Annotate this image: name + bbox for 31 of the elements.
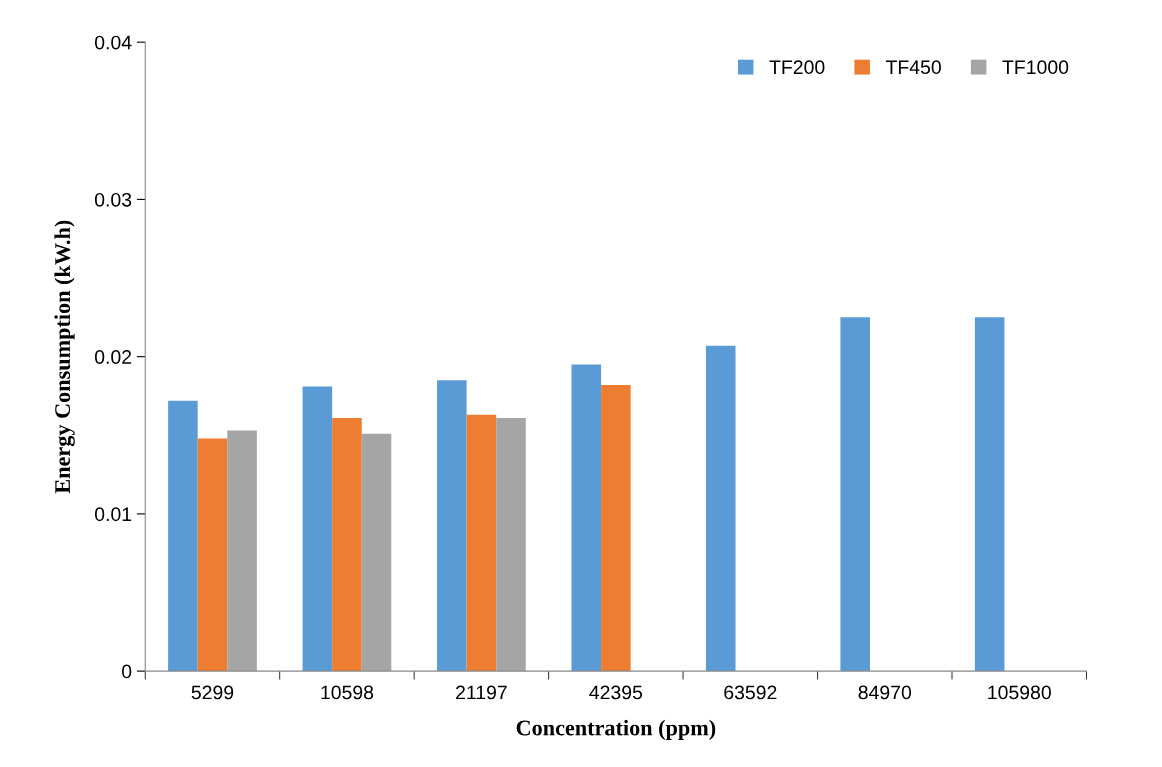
legend-label: TF200 [769,60,825,75]
bar [571,364,602,672]
bar [437,380,467,672]
bar [227,430,257,672]
bar [496,417,526,672]
x-tick-label: 63592 [724,685,777,700]
legend-label: TF1000 [1002,60,1069,75]
legend-label: TF450 [885,60,941,75]
bar [601,384,631,672]
y-tick-label: 0.02 [94,350,132,364]
x-tick-label: 21197 [456,685,507,700]
x-tick-label: 105980 [988,685,1051,700]
bar [302,386,333,672]
y-tick-label: 0.01 [94,507,132,522]
y-tick-label: 0.04 [94,35,132,50]
x-tick-label: 84970 [858,685,912,700]
bar [361,433,392,672]
bar [197,438,228,672]
bar [466,414,497,672]
x-axis-title: Concentration (ppm) [516,719,716,740]
y-axis-title: Energy Consumption (kW.h) [54,220,75,494]
x-tick-label: 10598 [321,685,374,700]
y-tick-label: 0.03 [94,192,132,207]
bar [974,317,1005,672]
x-tick-label: 5299 [191,685,234,700]
bar [705,345,736,672]
x-tick-label: 42395 [589,685,643,700]
bar [332,417,362,672]
y-tick-label: 0 [122,664,132,679]
bar [840,317,870,672]
bar [168,400,198,672]
